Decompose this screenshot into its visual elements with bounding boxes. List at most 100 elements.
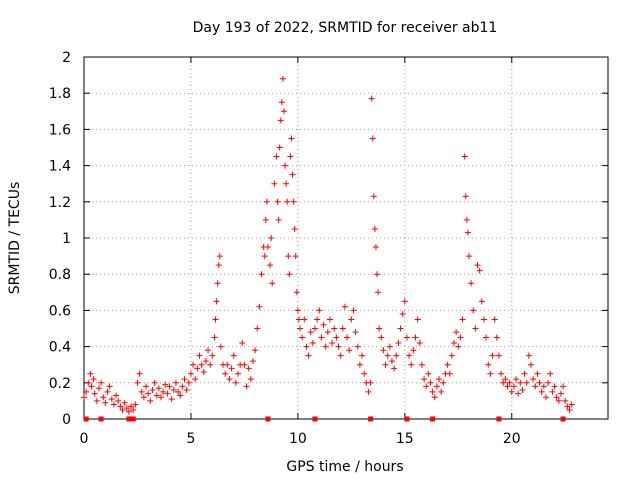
data-point bbox=[287, 153, 294, 160]
data-point bbox=[207, 361, 214, 368]
data-point bbox=[275, 216, 282, 223]
x-tick-label: 10 bbox=[289, 431, 307, 447]
data-point bbox=[388, 358, 395, 365]
data-point bbox=[320, 321, 327, 328]
data-point bbox=[90, 376, 97, 383]
data-point bbox=[483, 334, 490, 341]
data-point bbox=[100, 394, 107, 401]
data-point bbox=[393, 352, 400, 359]
data-point bbox=[344, 334, 351, 341]
data-point bbox=[115, 397, 122, 404]
data-point bbox=[423, 383, 430, 390]
data-point bbox=[462, 193, 469, 200]
data-point bbox=[506, 379, 513, 386]
y-tick-label: 2 bbox=[62, 50, 71, 66]
data-point bbox=[280, 108, 287, 115]
data-point bbox=[119, 406, 126, 413]
data-point bbox=[153, 392, 160, 399]
data-point bbox=[453, 329, 460, 336]
data-point bbox=[185, 379, 192, 386]
data-point bbox=[157, 394, 164, 401]
data-point bbox=[274, 198, 281, 205]
data-point bbox=[234, 370, 241, 377]
data-point bbox=[370, 193, 377, 200]
data-point bbox=[224, 361, 231, 368]
chart-title: Day 193 of 2022, SRMTID for receiver ab1… bbox=[193, 20, 498, 36]
zero-marker bbox=[368, 416, 374, 422]
data-point bbox=[361, 370, 368, 377]
data-point bbox=[329, 339, 336, 346]
data-point bbox=[465, 253, 472, 260]
data-point bbox=[562, 397, 569, 404]
data-point bbox=[542, 394, 549, 401]
x-axis-label: GPS time / hours bbox=[286, 459, 403, 475]
data-point bbox=[333, 334, 340, 341]
data-point bbox=[263, 198, 270, 205]
data-point bbox=[147, 397, 154, 404]
data-point bbox=[553, 394, 560, 401]
data-point bbox=[286, 271, 293, 278]
zero-marker bbox=[404, 416, 410, 422]
data-point bbox=[87, 370, 94, 377]
data-point bbox=[470, 307, 477, 314]
y-tick-label: 1 bbox=[62, 231, 71, 247]
data-point bbox=[123, 405, 130, 412]
data-point bbox=[528, 361, 535, 368]
data-point bbox=[517, 379, 524, 386]
data-point bbox=[341, 303, 348, 310]
data-point bbox=[249, 358, 256, 365]
data-point bbox=[346, 347, 353, 354]
data-point bbox=[271, 180, 278, 187]
zero-marker bbox=[312, 416, 318, 422]
data-point bbox=[557, 390, 564, 397]
data-point bbox=[457, 334, 464, 341]
y-tick-label: 1.4 bbox=[49, 159, 71, 175]
data-point bbox=[530, 376, 537, 383]
zero-marker bbox=[560, 416, 566, 422]
data-point bbox=[534, 370, 541, 377]
data-point bbox=[416, 339, 423, 346]
data-point bbox=[418, 361, 425, 368]
data-point bbox=[160, 388, 167, 395]
data-point bbox=[348, 316, 355, 323]
data-point bbox=[536, 379, 543, 386]
data-point bbox=[438, 388, 445, 395]
zero-marker bbox=[126, 416, 132, 422]
data-point bbox=[406, 352, 413, 359]
data-points bbox=[81, 75, 575, 422]
data-point bbox=[324, 329, 331, 336]
data-point bbox=[215, 262, 222, 269]
data-point bbox=[431, 394, 438, 401]
data-point bbox=[395, 339, 402, 346]
data-point bbox=[371, 225, 378, 232]
data-point bbox=[226, 376, 233, 383]
data-point bbox=[91, 390, 98, 397]
data-point bbox=[485, 361, 492, 368]
data-point bbox=[130, 406, 137, 413]
data-point bbox=[440, 379, 447, 386]
data-point bbox=[500, 379, 507, 386]
data-point bbox=[277, 117, 284, 124]
data-point bbox=[502, 376, 509, 383]
data-point bbox=[444, 361, 451, 368]
x-tick-label: 15 bbox=[396, 431, 414, 447]
data-point bbox=[429, 388, 436, 395]
y-axis: 0 0.2 0.4 0.6 0.8 1 1.2 1.4 1.6 1.8 2 bbox=[49, 50, 608, 428]
data-point bbox=[138, 388, 145, 395]
data-point bbox=[472, 325, 479, 332]
data-point bbox=[540, 383, 547, 390]
data-point bbox=[136, 370, 143, 377]
data-point bbox=[566, 406, 573, 413]
data-point bbox=[134, 379, 141, 386]
data-point bbox=[164, 390, 171, 397]
data-point bbox=[374, 271, 381, 278]
data-point bbox=[508, 388, 515, 395]
data-point bbox=[121, 399, 128, 406]
data-point bbox=[295, 316, 302, 323]
data-point bbox=[356, 361, 363, 368]
data-point bbox=[230, 352, 237, 359]
data-point bbox=[515, 390, 522, 397]
data-point bbox=[519, 387, 526, 394]
data-point bbox=[239, 339, 246, 346]
zero-marker bbox=[265, 416, 271, 422]
